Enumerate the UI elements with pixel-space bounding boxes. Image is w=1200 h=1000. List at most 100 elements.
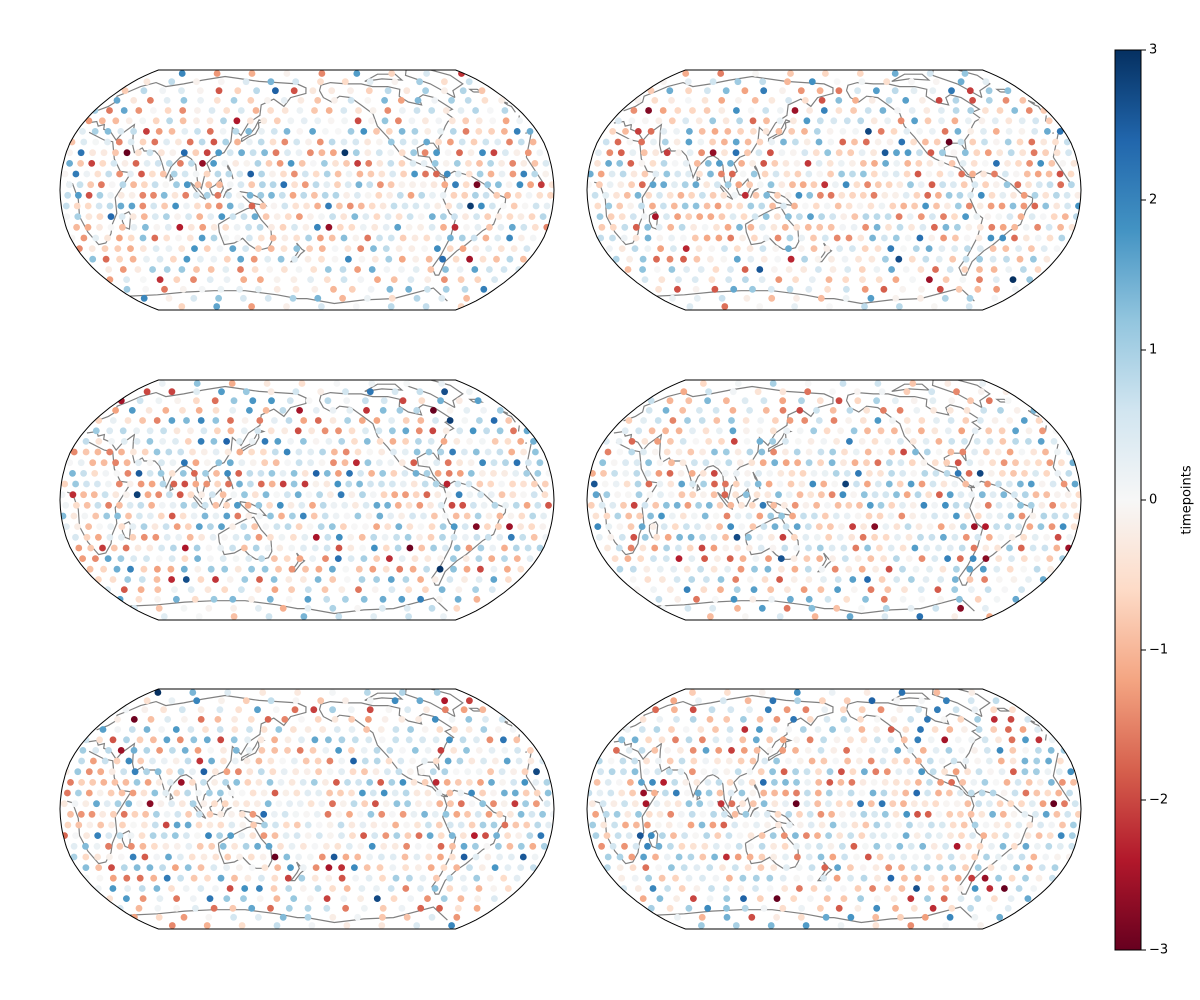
data-point <box>501 470 508 477</box>
data-point <box>125 800 133 808</box>
data-point <box>940 716 948 723</box>
data-point <box>435 821 443 829</box>
data-point <box>218 213 226 221</box>
data-point <box>721 491 729 499</box>
data-point <box>190 276 197 283</box>
data-point <box>201 512 209 520</box>
data-point <box>1040 512 1048 520</box>
data-point <box>475 885 483 892</box>
data-point <box>796 821 804 829</box>
data-point <box>541 480 549 488</box>
data-point <box>382 223 390 231</box>
data-point <box>839 223 847 231</box>
data-point <box>762 107 770 114</box>
data-point <box>871 160 878 167</box>
data-point <box>695 501 702 509</box>
data-point <box>840 821 848 829</box>
data-point <box>230 736 238 744</box>
data-point <box>351 213 359 221</box>
data-point <box>943 697 950 705</box>
data-point <box>735 842 743 850</box>
data-point <box>318 70 326 77</box>
data-point <box>129 789 137 797</box>
data-point <box>935 255 943 263</box>
data-point <box>775 127 783 135</box>
data-point <box>436 565 444 573</box>
data-point <box>1028 245 1035 253</box>
data-point <box>424 276 432 283</box>
data-point <box>663 149 671 157</box>
data-point <box>618 213 626 221</box>
data-point <box>154 160 162 167</box>
data-point <box>856 747 863 754</box>
data-point <box>338 757 346 765</box>
coastline <box>121 211 132 230</box>
data-point <box>227 832 235 839</box>
data-point <box>641 533 649 541</box>
data-point <box>742 821 750 829</box>
data-point <box>526 555 534 562</box>
data-point <box>1039 427 1046 435</box>
data-point <box>169 459 177 467</box>
data-point <box>660 127 668 135</box>
data-point <box>143 388 151 396</box>
data-point <box>453 160 461 167</box>
data-point <box>248 595 255 603</box>
data-point <box>218 523 225 530</box>
data-point <box>914 170 922 178</box>
data-point <box>806 107 813 114</box>
data-point <box>446 736 453 744</box>
data-point <box>741 726 749 733</box>
data-point <box>596 789 604 797</box>
data-point <box>337 491 345 499</box>
data-point <box>387 459 395 467</box>
data-point <box>446 874 454 882</box>
data-point <box>1037 438 1045 445</box>
data-point <box>810 245 818 253</box>
data-point <box>682 245 690 253</box>
data-point <box>523 821 531 829</box>
map-panel-3 <box>59 379 555 621</box>
data-point <box>874 380 882 387</box>
data-point <box>287 501 295 509</box>
data-point <box>678 842 686 850</box>
data-point <box>903 810 911 818</box>
data-point <box>935 97 943 104</box>
data-point <box>456 470 464 477</box>
data-point <box>114 245 122 253</box>
data-point <box>900 448 907 456</box>
data-point <box>106 448 114 456</box>
data-point <box>649 523 657 530</box>
data-point <box>969 832 976 839</box>
data-point <box>394 544 402 552</box>
data-point <box>128 407 136 414</box>
data-point <box>881 149 889 157</box>
data-point <box>478 202 485 210</box>
data-point <box>373 576 380 583</box>
data-point <box>311 191 318 199</box>
data-point <box>140 294 148 302</box>
data-point <box>155 491 163 499</box>
data-point <box>1028 800 1036 808</box>
data-point <box>1017 501 1024 509</box>
data-point <box>345 170 353 178</box>
data-point <box>225 480 232 488</box>
data-point <box>189 779 196 786</box>
data-point <box>240 294 247 302</box>
data-point <box>625 832 633 839</box>
data-point <box>424 747 432 754</box>
data-point <box>685 87 692 95</box>
data-point <box>701 842 709 850</box>
data-point <box>776 480 784 488</box>
data-point <box>609 501 617 509</box>
data-point <box>1006 448 1014 456</box>
data-point <box>155 604 163 612</box>
data-point <box>150 874 158 882</box>
data-point <box>973 213 981 221</box>
data-point <box>991 895 998 902</box>
data-point <box>148 501 156 509</box>
data-point <box>267 245 275 253</box>
data-point <box>614 138 622 146</box>
data-point <box>628 853 636 861</box>
data-point <box>863 407 871 414</box>
